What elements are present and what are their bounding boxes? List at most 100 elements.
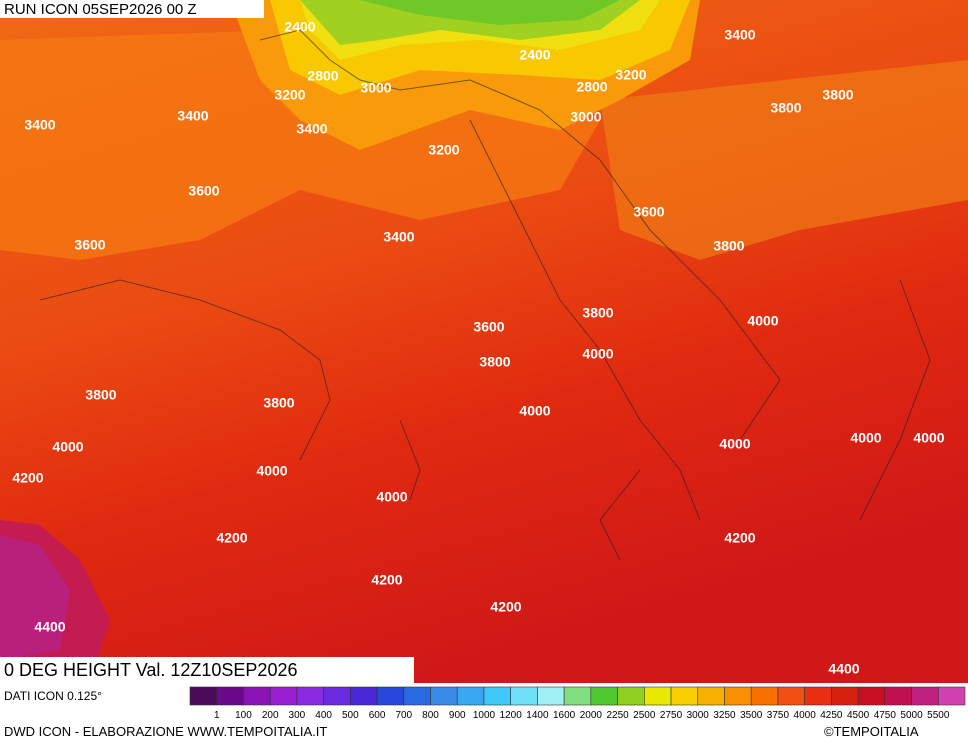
legend-label: 5000 xyxy=(900,710,923,721)
contour-label: 4000 xyxy=(582,346,613,362)
legend-swatch xyxy=(884,686,912,706)
contour-label: 2800 xyxy=(576,79,607,95)
legend-label: 100 xyxy=(235,710,252,721)
contour-label: 3600 xyxy=(633,204,664,220)
legend-label: 2000 xyxy=(580,710,603,721)
contour-label: 4400 xyxy=(828,661,859,677)
contour-label: 3800 xyxy=(770,100,801,116)
legend-swatch xyxy=(857,686,886,706)
legend-label: 3250 xyxy=(713,710,736,721)
contour-label: 3200 xyxy=(615,67,646,83)
legend-label: 200 xyxy=(262,710,279,721)
legend-swatch xyxy=(269,686,298,706)
credit: DWD ICON - ELABORAZIONE WWW.TEMPOITALIA.… xyxy=(4,724,327,739)
title-box xyxy=(0,657,414,683)
contour-label: 4000 xyxy=(256,463,287,479)
legend-label: 4250 xyxy=(820,710,843,721)
contour-label: 3400 xyxy=(24,117,55,133)
legend-swatch xyxy=(724,686,752,706)
legend-swatch xyxy=(777,686,805,706)
legend-label: 600 xyxy=(369,710,386,721)
contour-label: 4000 xyxy=(747,313,778,329)
legend-label: 3750 xyxy=(767,710,790,721)
contour-label: 4000 xyxy=(519,403,550,419)
legend-label: 5500 xyxy=(927,710,950,721)
contour-label: 4200 xyxy=(12,470,43,486)
legend-label: 1400 xyxy=(526,710,549,721)
legend-swatch xyxy=(456,686,485,706)
legend-label: 3000 xyxy=(687,710,710,721)
legend-swatch xyxy=(537,686,565,706)
legend-swatch xyxy=(376,686,405,706)
contour-label: 2400 xyxy=(519,47,550,63)
legend-swatch xyxy=(189,686,218,706)
run-info: RUN ICON 05SEP2026 00 Z xyxy=(4,1,197,18)
contour-label: 3000 xyxy=(360,80,391,96)
legend-label: 4000 xyxy=(794,710,817,721)
legend-swatch xyxy=(216,686,244,706)
legend-label: 800 xyxy=(422,710,439,721)
legend-label: 300 xyxy=(289,710,306,721)
legend-label: 900 xyxy=(449,710,466,721)
contour-label: 3800 xyxy=(85,387,116,403)
contour-label: 4000 xyxy=(52,439,83,455)
legend-swatch xyxy=(296,686,324,706)
legend-swatch xyxy=(350,686,378,706)
data-source: DATI ICON 0.125° xyxy=(4,689,102,703)
legend-label: 2250 xyxy=(606,710,629,721)
contour-label: 4400 xyxy=(34,619,65,635)
contour-label: 3400 xyxy=(724,27,755,43)
contour-label: 3800 xyxy=(479,354,510,370)
contour-label: 3400 xyxy=(177,108,208,124)
legend-label: 2500 xyxy=(633,710,656,721)
copyright: ©TEMPOITALIA xyxy=(824,724,919,739)
contour-label: 3800 xyxy=(822,87,853,103)
legend-label: 4500 xyxy=(847,710,870,721)
contour-label: 3800 xyxy=(263,395,294,411)
contour-label: 3200 xyxy=(274,87,305,103)
legend-swatch xyxy=(510,686,538,706)
contour-label: 3600 xyxy=(74,237,105,253)
legend-swatch xyxy=(644,686,672,706)
contour-label: 3600 xyxy=(473,319,504,335)
map-title: 0 DEG HEIGHT Val. 12Z10SEP2026 xyxy=(4,660,297,680)
contour-label: 4200 xyxy=(216,530,247,546)
contour-label: 2800 xyxy=(307,68,338,84)
contour-label: 3200 xyxy=(428,142,459,158)
legend-swatch xyxy=(430,686,458,706)
contour-label: 3600 xyxy=(188,183,219,199)
legend-label: 700 xyxy=(395,710,412,721)
legend-swatch xyxy=(323,686,351,706)
contour-label: 3400 xyxy=(383,229,414,245)
header-box xyxy=(0,0,264,18)
contour-label: 2400 xyxy=(284,19,315,35)
map xyxy=(0,0,968,683)
legend-label: 500 xyxy=(342,710,359,721)
legend-swatch xyxy=(750,686,779,706)
contour-label: 4000 xyxy=(850,430,881,446)
contour-label: 4200 xyxy=(724,530,755,546)
legend-label: 1600 xyxy=(553,710,576,721)
legend-swatch xyxy=(804,686,832,706)
coastline xyxy=(39,29,931,561)
contour-label: 4000 xyxy=(913,430,944,446)
legend-label: 400 xyxy=(315,710,332,721)
legend-label: 1 xyxy=(214,710,220,721)
legend: 1 100 200 300 400 500 600 700 800 900 1000 1200 1400… xyxy=(189,686,966,721)
legend-swatch xyxy=(483,686,511,706)
contour-label: 4200 xyxy=(371,572,402,588)
contour-label: 3000 xyxy=(570,109,601,125)
legend-swatch xyxy=(697,686,725,706)
legend-label: 2750 xyxy=(660,710,683,721)
legend-label: 3500 xyxy=(740,710,763,721)
contour-label: 3800 xyxy=(713,238,744,254)
legend-swatch xyxy=(403,686,431,706)
contour-label: 3800 xyxy=(582,305,613,321)
field-region xyxy=(0,535,70,660)
legend-swatch xyxy=(937,686,966,706)
legend-label: 4750 xyxy=(874,710,897,721)
legend-swatch xyxy=(563,686,592,706)
contour-label: 3400 xyxy=(296,121,327,137)
